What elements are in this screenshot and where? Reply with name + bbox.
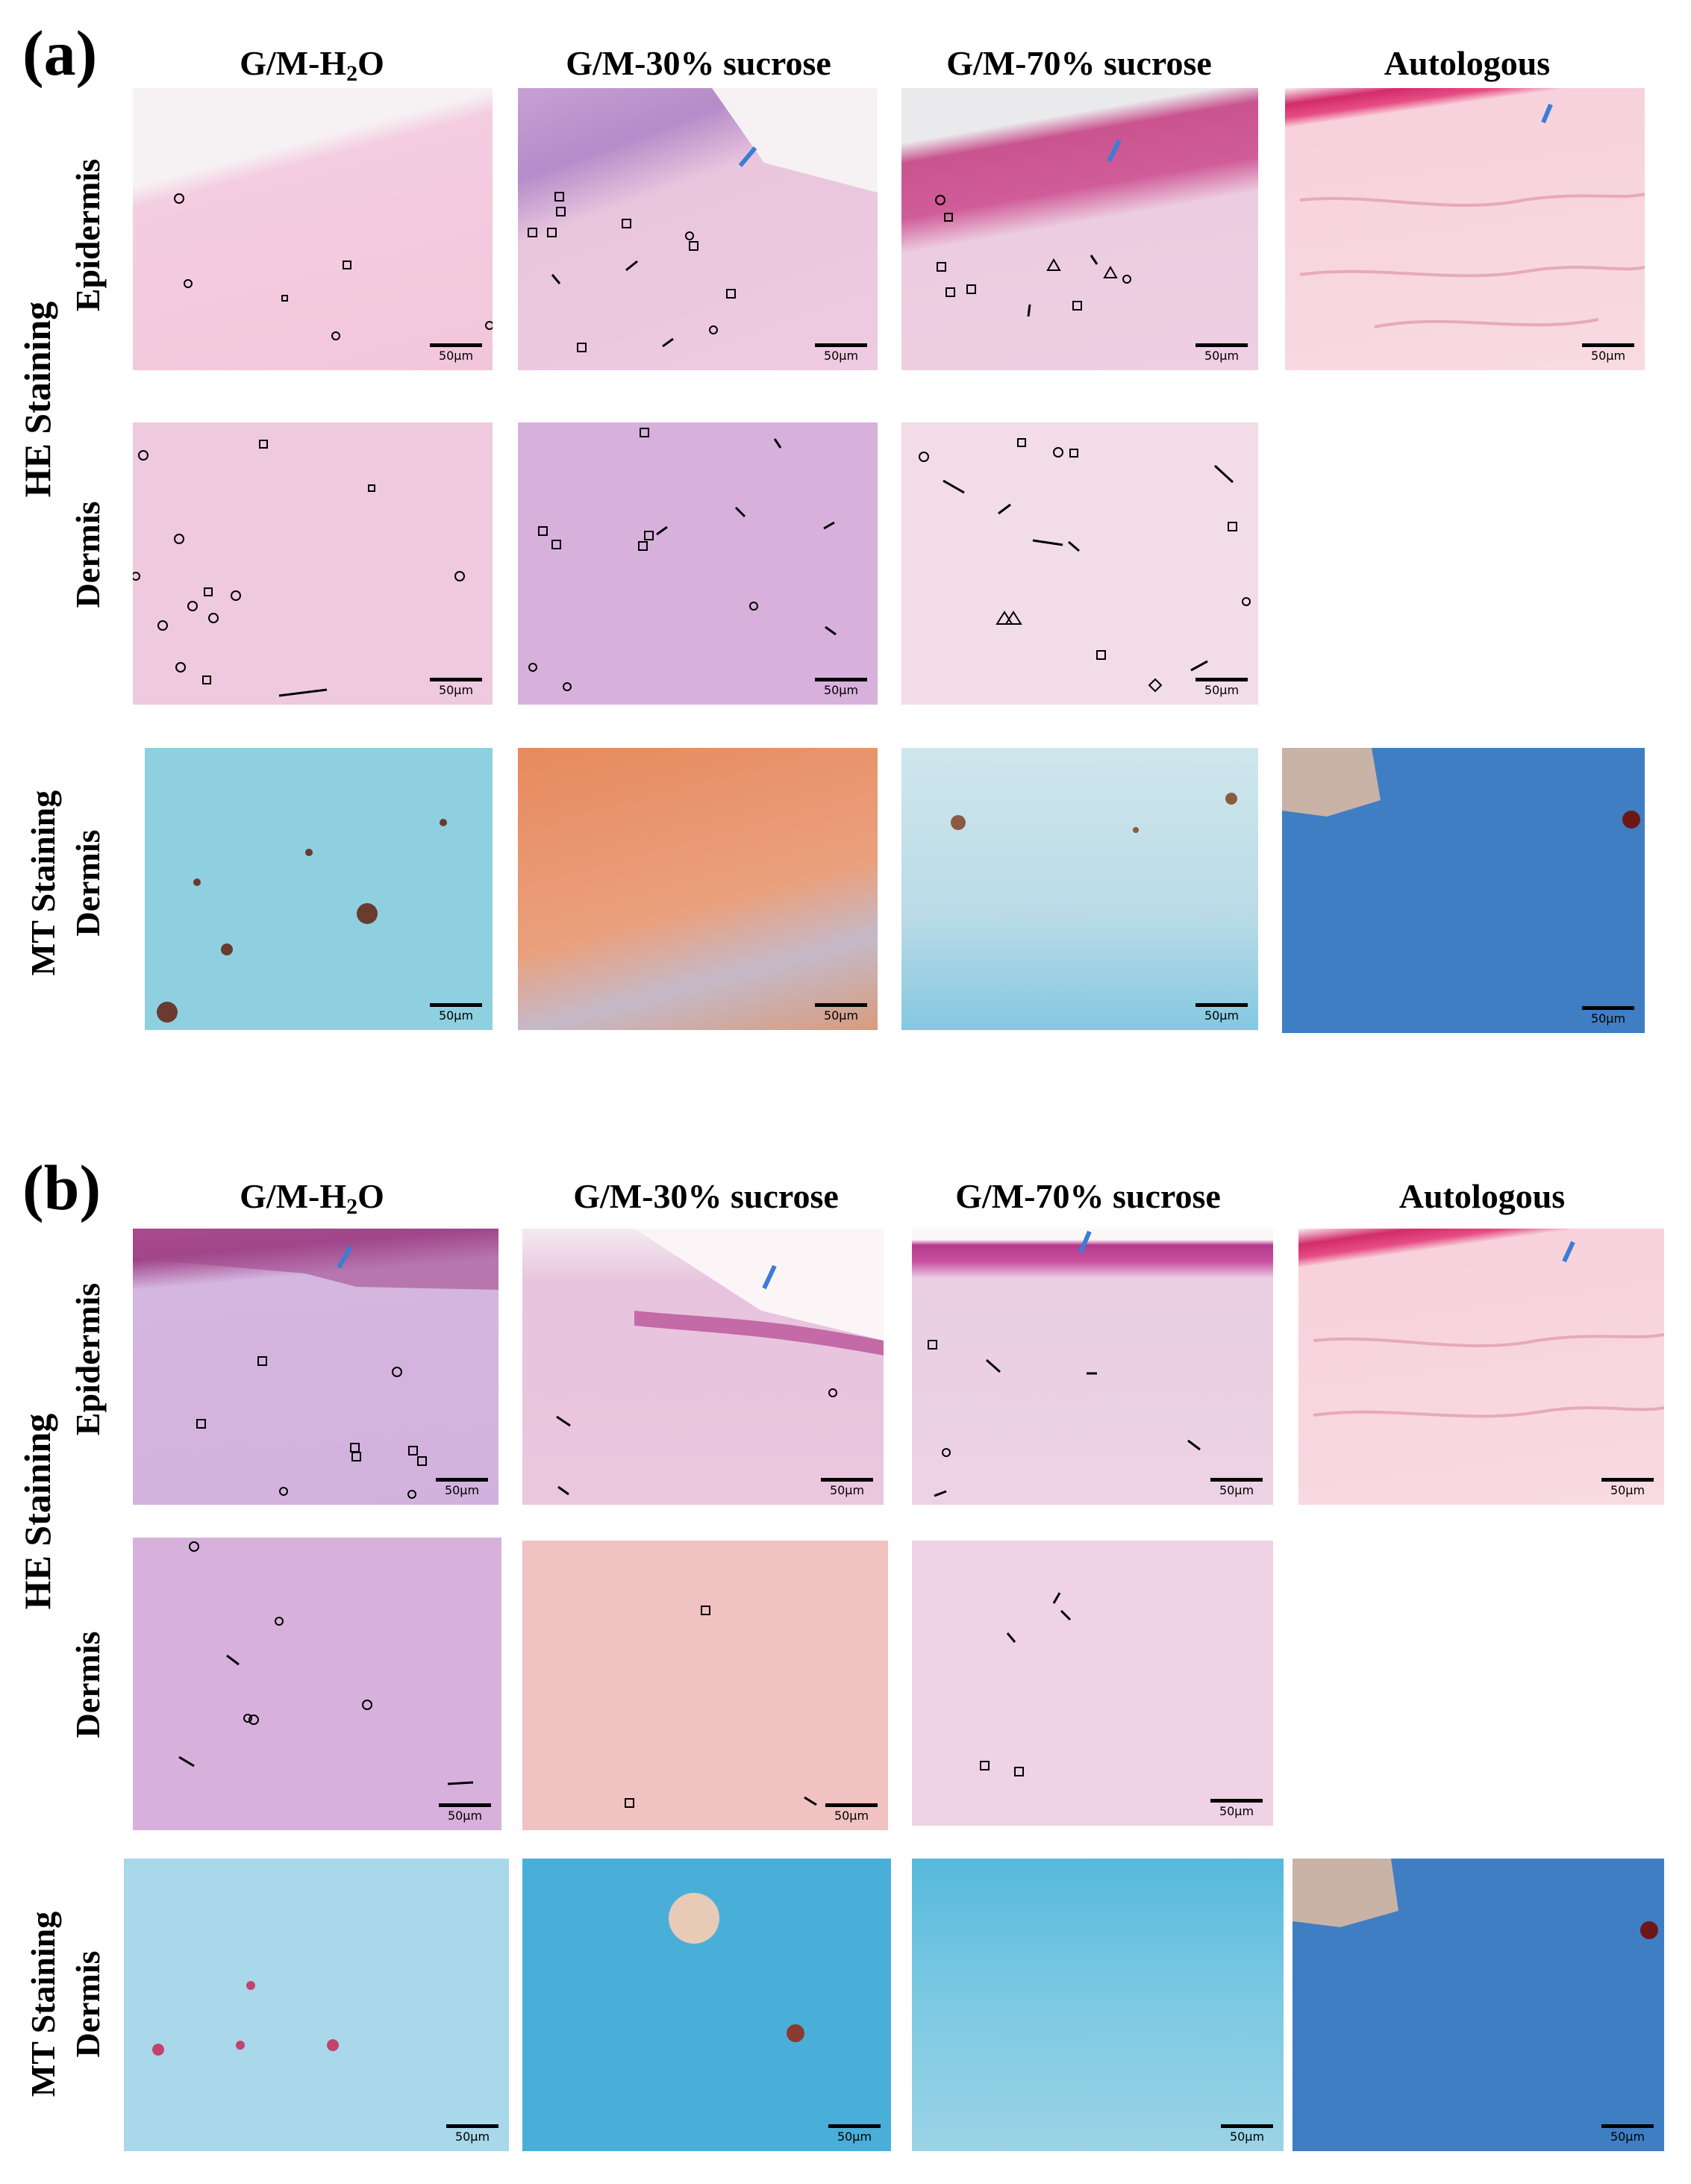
panel-letter-b: (b) xyxy=(22,1152,101,1223)
row-group-mt-staining: MT Staining xyxy=(24,1911,62,2097)
row-label-mt-dermis: Dermis xyxy=(69,1950,107,2058)
scale-bar: 50μm xyxy=(815,1003,867,1023)
scale-bar: 50μm xyxy=(825,1803,878,1823)
row-group-mt-staining: MT Staining xyxy=(24,790,62,976)
scale-bar: 50μm xyxy=(821,1478,873,1497)
mt-dermis-image-gm-70-sucrose-b: 50μm xyxy=(912,1859,1284,2151)
row-label-epidermis: Epidermis xyxy=(69,1282,107,1436)
scale-bar: 50μm xyxy=(815,678,867,697)
scale-bar: 50μm xyxy=(828,2124,881,2144)
mt-dermis-image-autologous-b: 50μm xyxy=(1293,1859,1664,2151)
he-dermis-image-gm-h2o-a: 50μm xyxy=(133,422,493,705)
scale-bar: 50μm xyxy=(1601,2124,1654,2144)
mt-dermis-image-gm-30-sucrose-a: 50μm xyxy=(518,748,878,1030)
row-label-epidermis: Epidermis xyxy=(69,158,107,312)
mt-dermis-image-gm-30-sucrose-b: 50μm xyxy=(522,1859,891,2151)
he-epidermis-image-gm-70-sucrose-b: 50μm xyxy=(912,1229,1273,1505)
scale-bar: 50μm xyxy=(1601,1478,1654,1497)
row-label-dermis: Dermis xyxy=(69,501,107,608)
scale-bar: 50μm xyxy=(1210,1799,1263,1818)
scale-bar: 50μm xyxy=(1195,1003,1248,1023)
scale-bar: 50μm xyxy=(430,1003,482,1023)
column-header-gm-h2o: G/M-H2O xyxy=(240,44,384,86)
mt-dermis-image-gm-h2o-a: 50μm xyxy=(145,748,493,1030)
column-header-autologous: Autologous xyxy=(1398,1177,1566,1215)
scale-bar: 50μm xyxy=(436,1478,488,1497)
scale-bar: 50μm xyxy=(430,343,482,363)
mt-dermis-image-gm-h2o-b: 50μm xyxy=(124,1859,509,2151)
he-epidermis-image-gm-h2o-a: 50μm xyxy=(133,88,493,370)
scale-bar: 50μm xyxy=(1221,2124,1273,2144)
column-header-gm-70-sucrose: G/M-70% sucrose xyxy=(955,1177,1221,1215)
column-header-autologous: Autologous xyxy=(1384,44,1551,82)
scale-bar: 50μm xyxy=(430,678,482,697)
scale-bar: 50μm xyxy=(1210,1478,1263,1497)
he-epidermis-image-gm-30-sucrose-b: 50μm xyxy=(522,1229,884,1505)
row-group-he-staining: HE Staining xyxy=(16,301,58,498)
mt-dermis-image-autologous-a: 50μm xyxy=(1282,748,1645,1033)
row-label-dermis: Dermis xyxy=(69,1631,107,1738)
he-epidermis-image-autologous-b: 50μm xyxy=(1298,1229,1664,1505)
he-epidermis-image-gm-h2o-b: 50μm xyxy=(133,1229,498,1505)
he-dermis-image-gm-70-sucrose-a: 50μm xyxy=(901,422,1258,705)
column-header-gm-70-sucrose: G/M-70% sucrose xyxy=(946,44,1212,82)
he-dermis-image-gm-h2o-b: 50μm xyxy=(133,1538,501,1830)
row-label-mt-dermis: Dermis xyxy=(69,829,107,937)
he-epidermis-image-gm-70-sucrose-a: 50μm xyxy=(901,88,1258,370)
he-dermis-image-gm-30-sucrose-a: 50μm xyxy=(518,422,878,705)
column-header-gm-30-sucrose: G/M-30% sucrose xyxy=(573,1177,839,1215)
scale-bar: 50μm xyxy=(446,2124,498,2144)
scale-bar: 50μm xyxy=(815,343,867,363)
he-epidermis-image-gm-30-sucrose-a: 50μm xyxy=(518,88,878,370)
column-header-gm-30-sucrose: G/M-30% sucrose xyxy=(566,44,831,82)
scale-bar: 50μm xyxy=(1195,343,1248,363)
he-epidermis-image-autologous-a: 50μm xyxy=(1285,88,1645,370)
panel-letter-a: (a) xyxy=(22,17,98,89)
scale-bar: 50μm xyxy=(1582,343,1634,363)
he-dermis-image-gm-70-sucrose-b: 50μm xyxy=(912,1541,1273,1826)
column-header-gm-h2o: G/M-H2O xyxy=(240,1177,384,1219)
scale-bar: 50μm xyxy=(1582,1006,1634,1026)
scale-bar: 50μm xyxy=(1195,678,1248,697)
mt-dermis-image-gm-70-sucrose-a: 50μm xyxy=(901,748,1258,1030)
row-group-he-staining: HE Staining xyxy=(16,1413,58,1610)
scale-bar: 50μm xyxy=(439,1803,491,1823)
he-dermis-image-gm-30-sucrose-b: 50μm xyxy=(522,1541,888,1830)
